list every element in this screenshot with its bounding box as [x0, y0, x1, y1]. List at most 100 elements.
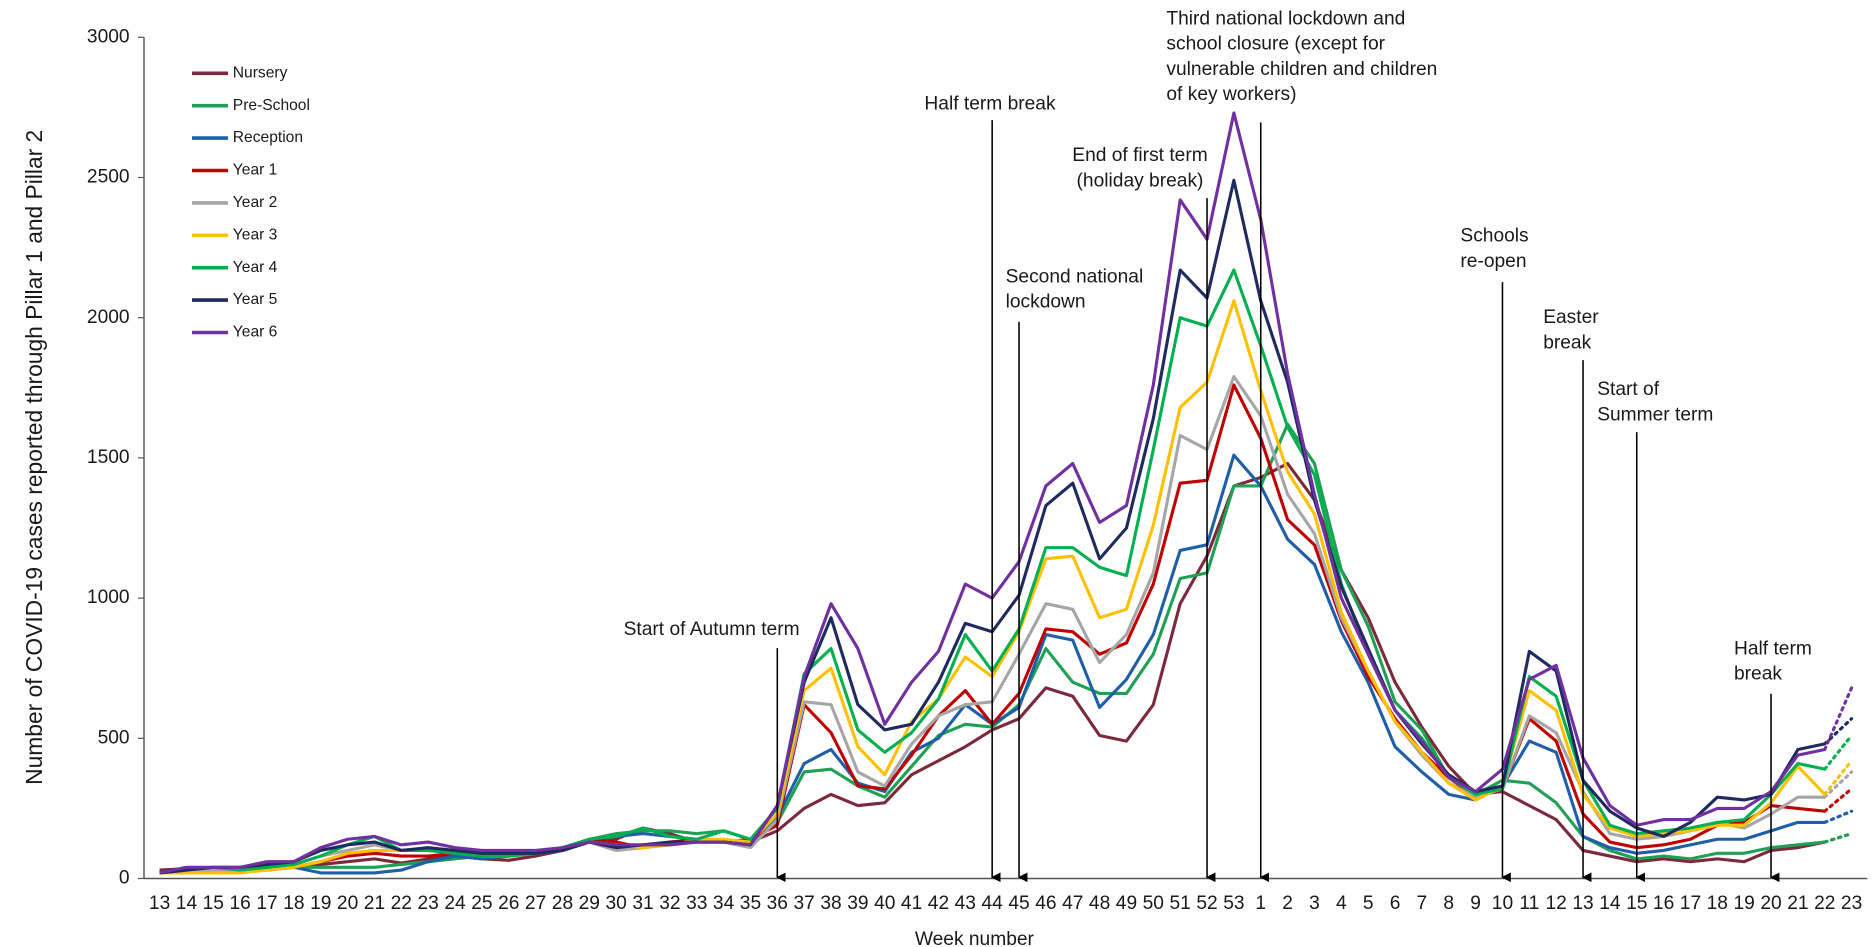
legend: Nursery Pre-School Reception Year 1 Year 2 Ye… — [192, 64, 310, 341]
annotation-text: school closure (except for — [1166, 34, 1385, 55]
x-tick-label: 30 — [605, 893, 626, 914]
projected-line — [1823, 770, 1854, 799]
annotation-text: Second national — [1006, 266, 1144, 287]
y-tick-label: 1500 — [87, 447, 130, 468]
projected-line — [1823, 832, 1854, 844]
annotation: Start of Autumn term — [624, 619, 800, 883]
annotation-text: break — [1543, 332, 1591, 353]
projected-line — [1823, 686, 1854, 752]
x-tick-label: 48 — [1089, 893, 1110, 914]
x-tick-label: 49 — [1116, 893, 1137, 914]
x-tick-label: 40 — [874, 893, 895, 914]
legend-label: Pre-School — [233, 97, 310, 114]
x-axis-label: Week number — [915, 929, 1035, 947]
x-tick-label: 36 — [767, 893, 788, 914]
legend-label: Year 5 — [233, 291, 278, 308]
annotation: Second national lockdown — [1006, 266, 1144, 883]
x-tick-label: 38 — [820, 893, 841, 914]
x-tick-label: 23 — [417, 893, 438, 914]
x-tick-label: 24 — [444, 893, 466, 914]
x-tick-label: 43 — [955, 893, 976, 914]
x-tick-label: 16 — [1653, 893, 1674, 914]
x-tick-label: 3 — [1309, 893, 1320, 914]
y-tick-label: 1000 — [87, 587, 130, 608]
x-tick-label: 32 — [659, 893, 680, 914]
x-tick-label: 21 — [364, 893, 385, 914]
x-tick-label: 33 — [686, 893, 707, 914]
x-tick-label: 53 — [1223, 893, 1244, 914]
annotation-text: Schools — [1460, 226, 1528, 247]
annotation: Start of Summer term — [1597, 379, 1713, 883]
y-tick-label: 0 — [119, 868, 130, 889]
x-tick-label: 4 — [1336, 893, 1347, 914]
legend-label: Year 1 — [233, 162, 278, 179]
annotation-text: Summer term — [1597, 404, 1713, 425]
x-tick-label: 22 — [391, 893, 412, 914]
annotation-text: Half term break — [924, 94, 1056, 115]
y-tick-label: 2500 — [87, 167, 130, 188]
legend-label: Year 4 — [233, 259, 278, 276]
x-tick-label: 51 — [1169, 893, 1190, 914]
annotation-text: lockdown — [1006, 292, 1086, 313]
x-tick-label: 42 — [928, 893, 949, 914]
projected-line — [1823, 733, 1854, 771]
x-tick-label: 12 — [1545, 893, 1566, 914]
annotation-text: break — [1734, 664, 1782, 685]
x-tick-label: 10 — [1492, 893, 1513, 914]
annotation: Easter break — [1543, 307, 1599, 883]
x-tick-label: 18 — [1707, 893, 1728, 914]
x-tick-label: 26 — [498, 893, 519, 914]
x-tick-label: 16 — [229, 893, 250, 914]
x-tick-label: 52 — [1196, 893, 1217, 914]
x-tick-label: 19 — [310, 893, 331, 914]
projected-line — [1823, 809, 1854, 824]
x-tick-label: 27 — [525, 893, 546, 914]
x-tick-label: 44 — [981, 893, 1003, 914]
legend-label: Year 6 — [233, 324, 278, 341]
y-tick-label: 2000 — [87, 307, 130, 328]
legend-label: Nursery — [233, 64, 288, 81]
annotation: End of first term (holiday break) — [1072, 145, 1216, 883]
x-tick-label: 35 — [740, 893, 761, 914]
y-tick-label: 3000 — [87, 26, 130, 47]
legend-label: Year 2 — [233, 194, 278, 211]
x-tick-label: 8 — [1443, 893, 1454, 914]
x-tick-label: 34 — [713, 893, 735, 914]
x-tick-label: 5 — [1363, 893, 1374, 914]
x-tick-label: 13 — [1572, 893, 1593, 914]
annotation-text: (holiday break) — [1077, 170, 1204, 191]
x-tick-label: 22 — [1814, 893, 1835, 914]
projected-line — [1823, 787, 1854, 813]
x-tick-label: 50 — [1143, 893, 1164, 914]
x-tick-label: 1 — [1255, 893, 1266, 914]
x-tick-label: 20 — [1760, 893, 1781, 914]
x-tick-label: 45 — [1008, 893, 1029, 914]
x-tick-label: 15 — [203, 893, 224, 914]
x-tick-label: 29 — [579, 893, 600, 914]
x-tick-label: 14 — [176, 893, 198, 914]
x-tick-label: 47 — [1062, 893, 1083, 914]
y-tick-label: 500 — [98, 727, 130, 748]
x-tick-label: 37 — [793, 893, 814, 914]
x-tick-label: 9 — [1470, 893, 1481, 914]
x-tick-label: 6 — [1390, 893, 1401, 914]
x-tick-label: 28 — [552, 893, 573, 914]
annotation: Half term break — [924, 94, 1056, 883]
x-tick-label: 14 — [1599, 893, 1621, 914]
x-tick-label: 13 — [149, 893, 170, 914]
x-tick-label: 21 — [1787, 893, 1808, 914]
annotation-text: of key workers) — [1166, 84, 1296, 105]
y-axis-label: Number of COVID-19 cases reported throug… — [21, 130, 47, 785]
annotation-text: vulnerable children and children — [1166, 59, 1437, 80]
annotation-text: Half term — [1734, 638, 1812, 659]
annotation: Third national lockdown and school closur… — [1166, 8, 1437, 883]
annotation-text: Start of — [1597, 379, 1660, 400]
x-tick-label: 23 — [1841, 893, 1862, 914]
annotation-text: Third national lockdown and — [1166, 8, 1405, 29]
annotation-text: End of first term — [1072, 145, 1207, 166]
x-tick-label: 17 — [256, 893, 277, 914]
x-tick-label: 41 — [901, 893, 922, 914]
projected-line — [1823, 759, 1854, 796]
